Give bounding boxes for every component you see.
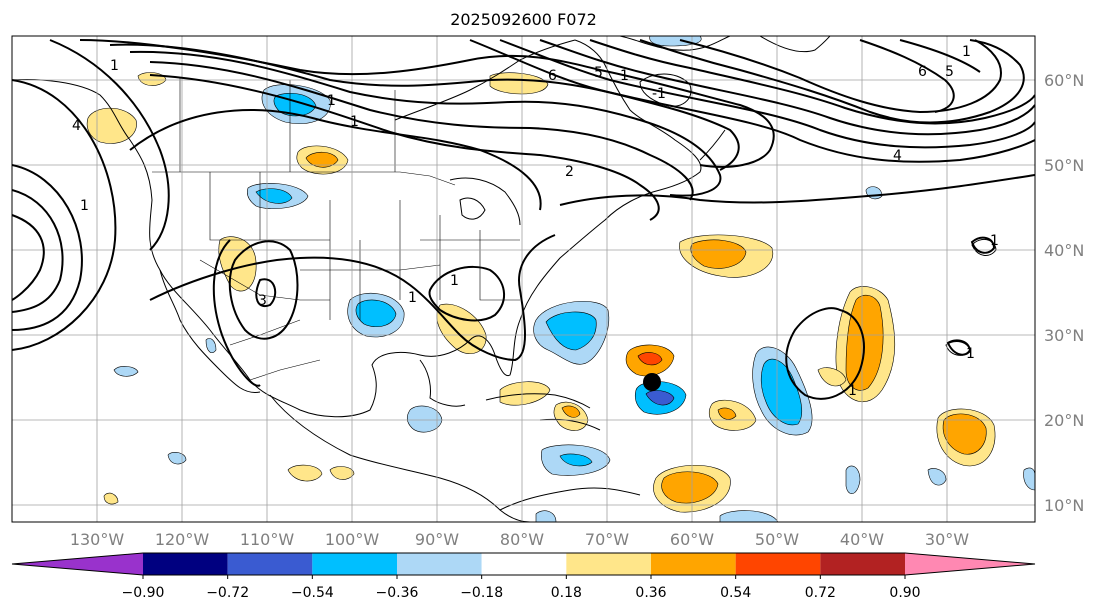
- contour-label: 1: [990, 233, 999, 249]
- anomaly-shading: [86, 36, 1035, 522]
- colorbar-segment: [397, 553, 482, 575]
- colorbar-segment: [651, 553, 736, 575]
- lat-label: 30°N: [1044, 326, 1084, 345]
- anomaly-area: [355, 299, 397, 327]
- anomaly-area: [329, 466, 355, 480]
- contour-label: 6: [548, 68, 557, 84]
- anomaly-area: [167, 451, 187, 465]
- lat-label: 50°N: [1044, 156, 1084, 175]
- storm-center-marker: [643, 373, 661, 391]
- anomaly-area: [690, 239, 747, 269]
- lon-label: 80°W: [500, 530, 544, 549]
- contour-lines: [12, 39, 1035, 400]
- contour-label: 1: [848, 383, 857, 399]
- lon-label: 100°W: [325, 530, 380, 549]
- anomaly-area: [845, 465, 861, 494]
- anomaly-area: [113, 366, 139, 377]
- lat-label: 40°N: [1044, 241, 1084, 260]
- colorbar-segment: [735, 553, 821, 575]
- anomaly-area: [927, 468, 947, 486]
- map-title: 2025092600 F072: [450, 10, 597, 29]
- contour-label: 1: [620, 68, 629, 84]
- colorbar-segment: [481, 553, 567, 575]
- contour-label: 2: [565, 164, 574, 180]
- anomaly-area: [1023, 467, 1035, 491]
- colorbar-segment: [143, 553, 228, 575]
- longitude-labels: 130°W 120°W 110°W 100°W 90°W 80°W 70°W 6…: [70, 530, 969, 549]
- lon-label: 40°W: [840, 530, 884, 549]
- anomaly-area: [86, 107, 137, 144]
- colorbar-tick-label: 0.54: [720, 585, 751, 601]
- map-background: [12, 36, 1035, 522]
- anomaly-area: [103, 492, 119, 505]
- contour-label: 1: [408, 290, 417, 306]
- anomaly-area: [717, 407, 737, 420]
- colorbar-tick-label: 0.90: [889, 585, 920, 601]
- contour-labels: 1 1 2 4 6 5 1 -1 1 6 5 4 1 1 1 1 3 1 1 1: [72, 44, 999, 399]
- lon-label: 70°W: [585, 530, 629, 549]
- anomaly-area: [545, 311, 597, 351]
- anomaly-area: [637, 352, 663, 366]
- contour-label: 1: [450, 273, 459, 289]
- lon-label: 30°W: [925, 530, 969, 549]
- colorbar-tick-label: 0.72: [805, 585, 836, 601]
- anomaly-area: [406, 405, 443, 433]
- contour-label: 6: [918, 64, 927, 80]
- anomaly-area: [649, 36, 702, 47]
- gridlines: [12, 36, 1035, 522]
- anomaly-area: [661, 471, 719, 504]
- map-frame: [11, 35, 1036, 523]
- lon-label: 120°W: [155, 530, 210, 549]
- anomaly-area: [817, 367, 847, 387]
- contour-label: 5: [594, 65, 603, 81]
- colorbar-tick-label: −0.36: [376, 585, 419, 601]
- anomaly-area: [561, 405, 581, 418]
- anomaly-area: [205, 338, 217, 353]
- colorbar: −0.90 −0.72 −0.54 −0.36 −0.18 0.18 0.36 0.54 0.7…: [11, 552, 1036, 601]
- lon-label: 50°W: [755, 530, 799, 549]
- lon-label: 130°W: [70, 530, 125, 549]
- contour-label: 5: [945, 64, 954, 80]
- anomaly-area: [760, 358, 803, 426]
- contour-label: 1: [962, 44, 971, 60]
- colorbar-tick-label: −0.18: [460, 585, 503, 601]
- colorbar-extend-high: [905, 553, 1035, 575]
- contour-label: 1: [110, 58, 119, 74]
- anomaly-area: [535, 510, 557, 522]
- contour-label: 1: [80, 198, 89, 214]
- lat-label: 10°N: [1044, 496, 1084, 515]
- lon-label: 60°W: [670, 530, 714, 549]
- contour-label: 4: [72, 118, 81, 134]
- contour-label: 1: [966, 346, 975, 362]
- lon-label: 110°W: [240, 530, 295, 549]
- lat-label: 20°N: [1044, 411, 1084, 430]
- colorbar-segment: [227, 553, 313, 575]
- colorbar-extend-low: [12, 553, 143, 575]
- lat-label: 60°N: [1044, 71, 1084, 90]
- colorbar-tick-label: −0.90: [122, 585, 165, 601]
- colorbar-segment: [312, 553, 397, 575]
- contour-label: 1: [327, 93, 336, 109]
- anomaly-area: [559, 453, 593, 467]
- contour-label: 1: [350, 114, 359, 130]
- anomaly-area: [287, 464, 323, 482]
- colorbar-tick-label: −0.72: [206, 585, 249, 601]
- colorbar-tick-label: 0.36: [635, 585, 666, 601]
- anomaly-area: [489, 72, 549, 95]
- contour-label: 4: [893, 148, 902, 164]
- latitude-labels: 10°N 20°N 30°N 40°N 50°N 60°N: [1044, 71, 1084, 515]
- colorbar-tick-label: 0.18: [551, 585, 582, 601]
- colorbar-tick-label: −0.54: [291, 585, 334, 601]
- lon-label: 90°W: [415, 530, 459, 549]
- colorbar-segment: [820, 553, 905, 575]
- contour-label: -1: [652, 86, 666, 102]
- anomaly-area: [436, 303, 487, 354]
- contour-label: 3: [258, 293, 267, 309]
- colorbar-segment: [566, 553, 651, 575]
